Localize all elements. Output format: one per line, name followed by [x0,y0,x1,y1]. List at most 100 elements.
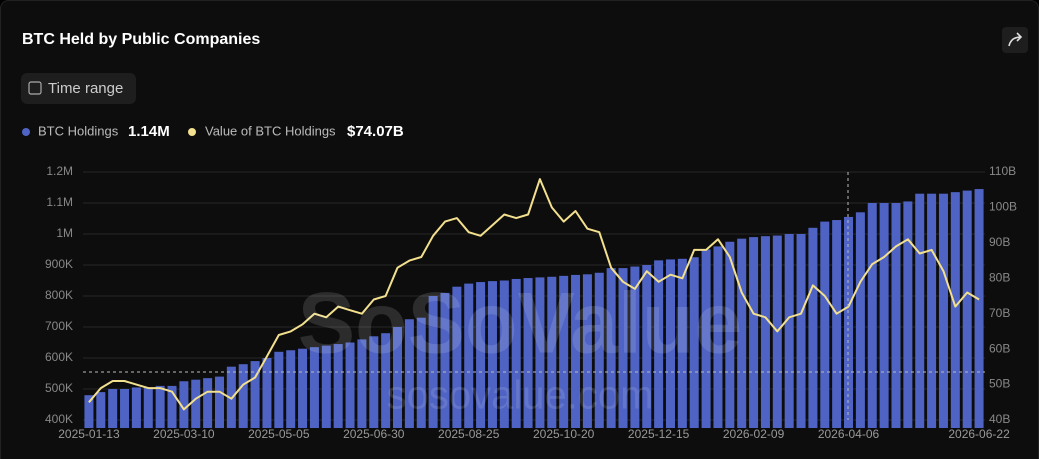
y2-tick-label: 100B [989,200,1017,214]
bar [938,193,948,428]
chart-title: BTC Held by Public Companies [22,31,260,48]
bar [345,342,355,428]
legend-label[interactable]: Value of BTC Holdings [205,123,336,138]
plot-area: 400K 500K 600K 700K 800K 900K 1M 1.1M 1.2M 40B 50B… [45,164,1017,441]
bar [784,234,794,428]
bar [440,292,450,428]
x-tick-label: 2025-03-10 [153,427,215,441]
bar [464,283,474,428]
y-tick-label: 900K [45,257,73,271]
y-tick-label: 400K [45,412,73,426]
y-tick-label: 800K [45,288,73,302]
share-button[interactable] [1002,27,1028,53]
y2-tick-label: 80B [989,270,1010,284]
bar [155,385,165,428]
y2-tick-label: 60B [989,341,1010,355]
bar [274,351,284,428]
bar [250,361,260,428]
bar [630,266,640,428]
bar [749,237,759,428]
bar [487,281,497,428]
bar [891,203,901,428]
legend-value: $74.07B [347,123,404,140]
y2-tick-label: 40B [989,412,1010,426]
watermark: SoSoValue [298,276,743,372]
bar [286,350,296,428]
bar [618,268,628,428]
y-tick-label: 1M [56,226,73,240]
calendar-icon [28,81,42,95]
y-tick-label: 1.2M [46,164,73,178]
bar [571,274,581,428]
bar [499,280,509,428]
bar [535,277,545,428]
bar [96,392,106,428]
share-icon [1008,32,1023,47]
bar [167,385,177,428]
bar [879,203,889,428]
y2-tick-label: 50B [989,377,1010,391]
y-tick-label: 700K [45,319,73,333]
bar [855,212,865,428]
bar [381,333,391,428]
bar [820,221,830,428]
y-tick-label: 600K [45,350,73,364]
time-range-button[interactable] [21,73,136,104]
bar [452,286,462,428]
y-tick-label: 500K [45,381,73,395]
bar [677,258,687,428]
y2-tick-label: 90B [989,235,1010,249]
bar [476,282,486,428]
x-tick-label: 2025-12-15 [628,427,690,441]
legend-label[interactable]: BTC Holdings [38,123,119,138]
bar [725,241,735,428]
bar [547,276,557,428]
bar [915,193,925,428]
bar [642,265,652,428]
bar [511,278,521,428]
bar [582,274,592,428]
line [88,178,980,411]
bar [867,203,877,428]
bar [428,296,438,428]
bar [369,336,379,428]
legend-value: 1.14M [128,123,170,140]
legend-swatch [188,128,196,136]
x-tick-label: 2026-04-06 [818,427,880,441]
bar [309,347,319,428]
bar [393,327,403,428]
x-tick-label: 2026-02-09 [723,427,785,441]
time-range-label: Time range [48,80,123,97]
bar [559,275,569,428]
bar [179,381,189,428]
x-tick-label: 2025-10-20 [533,427,595,441]
bar [689,257,699,428]
bar [796,234,806,428]
bar [962,190,972,428]
bar [298,348,308,428]
bar [321,345,331,428]
bar [950,192,960,428]
bar [654,260,664,428]
bar [808,227,818,428]
y2-tick-label: 70B [989,306,1010,320]
bar [262,358,272,428]
bar [84,395,94,428]
bar [108,389,118,428]
bar [927,193,937,428]
bar [333,344,343,428]
bar [416,317,426,428]
bar [844,216,854,428]
watermark-site: sosovalue.com [387,374,654,418]
bar [701,249,711,428]
bar [713,246,723,428]
bar [737,238,747,428]
bar [143,387,153,428]
bar [214,376,224,428]
bar [238,364,248,428]
x-tick-label: 2025-06-30 [343,427,405,441]
y-tick-label: 1.1M [46,195,73,209]
x-tick-label: 2025-08-25 [438,427,500,441]
